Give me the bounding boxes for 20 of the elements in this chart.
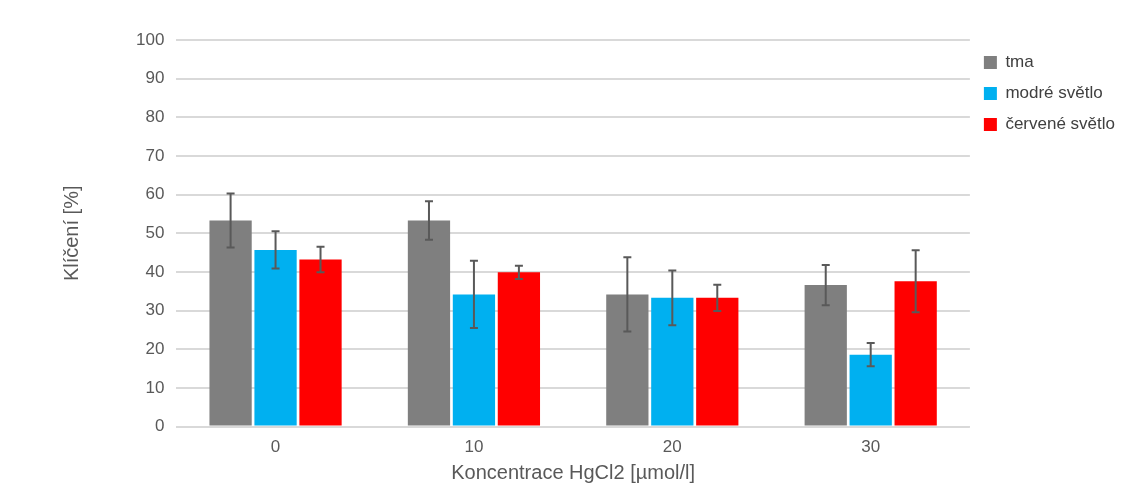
x-tick-label: 10 [464, 437, 484, 457]
legend-label: červené světlo [1005, 114, 1116, 134]
y-tick-label: 60 [145, 184, 165, 204]
y-tick-label: 90 [145, 68, 165, 88]
y-tick-label: 10 [145, 377, 165, 397]
legend-label: modré světlo [1005, 83, 1103, 103]
y-tick-label: 50 [145, 222, 165, 242]
y-tick-label: 100 [135, 29, 165, 49]
x-tick-label: 20 [662, 437, 682, 457]
y-axis-title: Klíčení [%] [59, 185, 82, 282]
y-tick-label: 70 [145, 145, 165, 165]
y-tick-label: 30 [145, 300, 165, 320]
y-tick-label: 40 [145, 261, 165, 281]
legend-label: tma [1005, 52, 1035, 72]
x-axis-title: Koncentrace HgCl2 [µmol/l] [451, 460, 696, 483]
y-tick-label: 80 [145, 107, 165, 127]
y-tick-label: 0 [154, 416, 165, 436]
y-tick-label: 20 [145, 338, 165, 358]
x-tick-label: 0 [270, 437, 281, 457]
x-tick-label: 30 [861, 437, 881, 457]
